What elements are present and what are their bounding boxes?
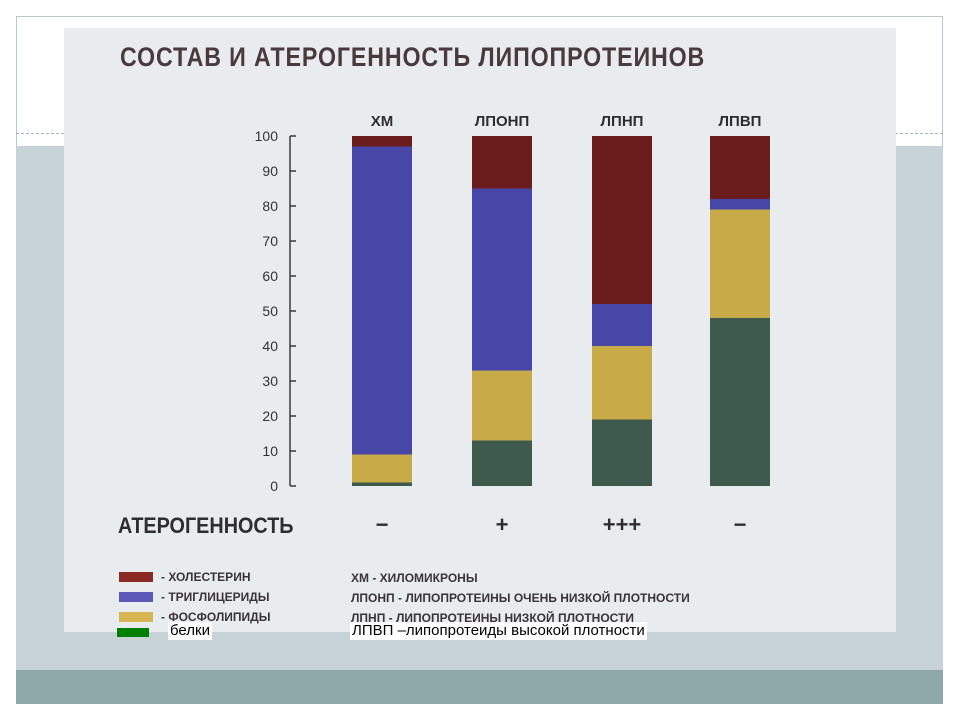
y-tick-label: 30 xyxy=(262,373,278,389)
bar-segment xyxy=(472,136,532,189)
y-tick-label: 70 xyxy=(262,233,278,249)
bar-segment xyxy=(352,482,412,486)
legend-label: - ТРИГЛИЦЕРИДЫ xyxy=(161,590,270,604)
legend-label: - ФОСФОЛИПИДЫ xyxy=(161,610,271,624)
legend-label: - ХОЛЕСТЕРИН xyxy=(161,570,251,584)
atherogenicity-value-hdl: − xyxy=(733,512,747,537)
bar-segment xyxy=(592,304,652,346)
bar-segment xyxy=(710,136,770,199)
bar-segment xyxy=(710,318,770,486)
legend-swatch xyxy=(119,572,153,582)
bar-segment xyxy=(472,370,532,441)
stacked-bar-chart: 0 10 20 30 40 50 60 70 80 90 100 ХМ ЛПОНП ЛПНП ЛПВП xyxy=(255,113,770,494)
atherogenicity-value-hm: − xyxy=(375,512,389,537)
bar-segment xyxy=(352,146,412,455)
legend-swatch-proteins xyxy=(117,628,149,637)
abbreviation-hm: ХМ - ХИЛОМИКРОНЫ xyxy=(351,571,478,585)
x-category-label: ЛПОНП xyxy=(475,113,530,130)
legend-swatch xyxy=(119,592,153,602)
y-tick-label: 10 xyxy=(262,443,278,459)
legend-swatch xyxy=(119,612,153,622)
legend-item-cholesterol: - ХОЛЕСТЕРИН xyxy=(119,570,250,584)
x-category-label: ЛПВП xyxy=(719,113,762,130)
abbreviation-vldl: ЛПОНП - ЛИПОПРОТЕИНЫ ОЧЕНЬ НИЗКОЙ ПЛОТНО… xyxy=(351,591,690,605)
slide-photo: СОСТАВ И АТЕРОГЕННОСТЬ ЛИПОПРОТЕИНОВ 0 10… xyxy=(64,28,896,632)
x-category-label: ХМ xyxy=(371,113,394,130)
bar-segment xyxy=(352,136,412,147)
legend-item-triglycerides: - ТРИГЛИЦЕРИДЫ xyxy=(119,590,270,604)
y-tick-label: 20 xyxy=(262,408,278,424)
atherogenicity-label: АТЕРОГЕННОСТЬ xyxy=(118,513,294,538)
y-tick-label: 50 xyxy=(262,303,278,319)
atherogenicity-value-ldl: +++ xyxy=(602,512,642,537)
bar-segment xyxy=(592,419,652,486)
bar-segment xyxy=(352,454,412,483)
y-tick-label: 0 xyxy=(270,478,278,494)
legend-label-proteins: белки xyxy=(168,622,212,640)
bar-segment xyxy=(710,199,770,210)
legend-item-phospholipids: - ФОСФОЛИПИДЫ xyxy=(119,610,270,624)
y-tick-label: 40 xyxy=(262,338,278,354)
bar-segment xyxy=(592,136,652,304)
y-tick-label: 90 xyxy=(262,163,278,179)
footer-band xyxy=(16,670,943,704)
atherogenicity-value-vldl: + xyxy=(495,512,509,537)
bar-segment xyxy=(592,346,652,420)
abbreviation-ldl: ЛПНП - ЛИПОПРОТЕИНЫ НИЗКОЙ ПЛОТНОСТИ xyxy=(351,611,634,625)
y-tick-label: 100 xyxy=(255,128,279,144)
slide-title: СОСТАВ И АТЕРОГЕННОСТЬ ЛИПОПРОТЕИНОВ xyxy=(120,42,706,72)
y-tick-label: 80 xyxy=(262,198,278,214)
bar-segment xyxy=(472,188,532,371)
bar-segment xyxy=(472,440,532,486)
bar-segment xyxy=(710,209,770,318)
x-category-label: ЛПНП xyxy=(601,113,644,130)
y-tick-label: 60 xyxy=(262,268,278,284)
abbreviation-hdl: ЛПВП –липопротеиды высокой плотности xyxy=(350,622,647,640)
